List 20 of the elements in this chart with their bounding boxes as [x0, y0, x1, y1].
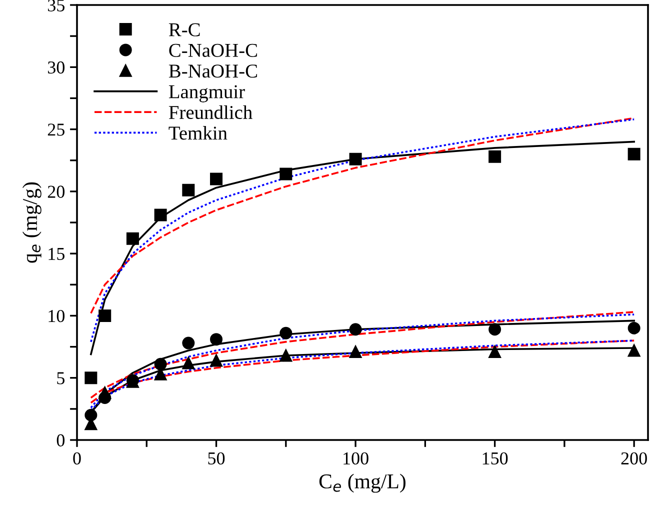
y-tick-label: 15	[48, 248, 64, 260]
x-tick-label: 200	[621, 452, 647, 465]
legend-label: B-NaOH-C	[168, 64, 257, 78]
x-tick-label: 50	[208, 452, 225, 465]
legend-label: C-NaOH-C	[169, 44, 257, 57]
x-tick-label: 150	[482, 452, 508, 465]
y-tick-label: 10	[48, 310, 65, 322]
y-tick-label: 20	[48, 186, 65, 198]
legend-label: Temkin	[168, 126, 228, 140]
legend-label: Freundlich	[168, 105, 252, 120]
x-axis-title: C$_{e}$ (mg/L)	[319, 474, 406, 493]
legend-label: Langmuir	[168, 85, 245, 102]
y-axis-title: q$_{e}$ (mg/g)	[22, 182, 42, 263]
y-tick-label: 25	[48, 124, 64, 136]
x-tick-label: 100	[344, 452, 368, 465]
y-tick-label: 5	[57, 372, 64, 384]
y-tick-label: 30	[48, 61, 65, 74]
y-tick-label: 0	[56, 434, 65, 446]
legend-label: R-C	[168, 23, 200, 36]
x-tick-label: 0	[73, 452, 81, 465]
